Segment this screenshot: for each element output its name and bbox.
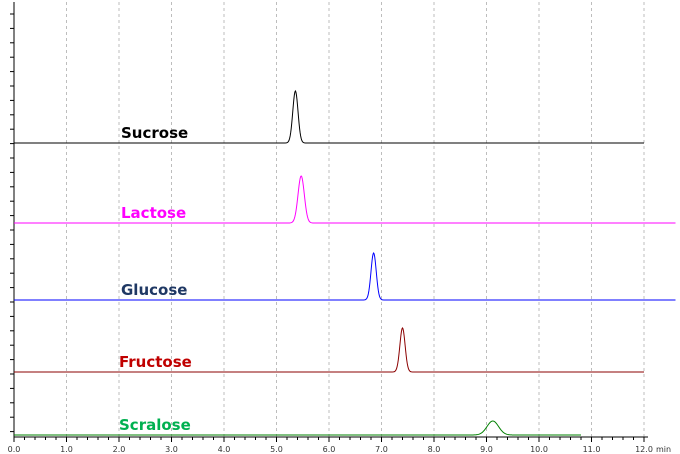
grid-layer	[66, 2, 645, 437]
x-tick-label: 4.0	[218, 445, 231, 454]
series-trace-scralose	[14, 420, 581, 436]
x-tick-label: 5.0	[270, 445, 283, 454]
x-tick-label: 7.0	[375, 445, 388, 454]
x-tick-label: 3.0	[165, 445, 178, 454]
x-tick-label: 6.0	[323, 445, 336, 454]
x-tick-label: 8.0	[428, 445, 441, 454]
series-label-glucose: Glucose	[121, 281, 187, 299]
series-label-fructose: Fructose	[119, 353, 192, 371]
series-trace-glucose	[14, 251, 676, 301]
x-tick-label: 1.0	[60, 445, 73, 454]
x-tick-label: 11.0	[583, 445, 601, 454]
series-trace-sucrose	[14, 89, 644, 144]
series-label-lactose: Lactose	[121, 204, 186, 222]
label-layer: Sucrose Lactose Glucose Fructose Scralose	[119, 124, 192, 434]
x-tick-label: 12.0	[635, 445, 653, 454]
x-tick-label: 2.0	[113, 445, 126, 454]
x-tick-label: 9.0	[480, 445, 493, 454]
x-tick-label: 10.0	[530, 445, 548, 454]
x-unit-label: min	[656, 445, 671, 454]
series-trace-fructose	[14, 327, 644, 373]
x-tick-label: 0.0	[8, 445, 21, 454]
series-label-sucrose: Sucrose	[121, 124, 188, 142]
series-trace-lactose	[14, 175, 676, 224]
series-layer	[14, 89, 676, 436]
axis-layer: 0.0 1.0 2.0 3.0 4.0 5.0 6.0 7.0 8.0 9.0 10.0 11.0 12…	[8, 2, 671, 454]
series-label-scralose: Scralose	[119, 416, 191, 434]
